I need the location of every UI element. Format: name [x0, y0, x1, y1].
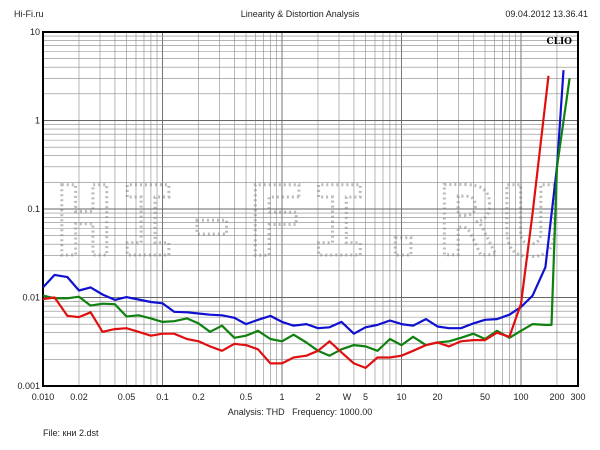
- x-tick-label: 5: [363, 392, 368, 402]
- x-tick-label: 200: [549, 392, 564, 402]
- series-red-line: [42, 75, 550, 369]
- y-tick-label: 10: [30, 27, 40, 37]
- y-tick-label: 0.1: [27, 204, 40, 214]
- clio-label: CLIO: [546, 37, 572, 47]
- datetime-label: 09.04.2012 13.36.41: [505, 9, 588, 19]
- x-tick-label: 10: [396, 392, 406, 402]
- x-tick-label: 1: [279, 392, 284, 402]
- x-tick-label: 300: [570, 392, 585, 402]
- x-tick-label: W: [343, 392, 352, 402]
- analysis-label: Analysis: THD Frequency: 1000.00: [227, 407, 373, 417]
- x-tick-label: 0.5: [240, 392, 253, 402]
- chart-title: Linearity & Distortion Analysis: [240, 9, 360, 19]
- watermark: HI-FI.RU: [55, 166, 565, 278]
- y-tick-label: 1: [35, 116, 40, 126]
- y-tick-label: 0.001: [17, 381, 40, 391]
- x-tick-label: 0.02: [70, 392, 88, 402]
- x-tick-label: 100: [513, 392, 528, 402]
- x-tick-label: 2: [315, 392, 320, 402]
- x-tick-label: 50: [480, 392, 490, 402]
- x-tick-label: 0.010: [32, 392, 55, 402]
- series-green-line: [42, 78, 571, 357]
- x-tick-label: 0.05: [118, 392, 136, 402]
- x-tick-label: 20: [432, 392, 442, 402]
- plot-frame: [42, 31, 579, 387]
- x-tick-label: 0.1: [156, 392, 169, 402]
- series-blue-line: [42, 70, 565, 335]
- file-label: File: кни 2.dst: [43, 428, 99, 438]
- y-tick-label: 0.01: [22, 293, 40, 303]
- x-tick-label: 0.2: [192, 392, 205, 402]
- site-label: Hi-Fi.ru: [14, 9, 44, 19]
